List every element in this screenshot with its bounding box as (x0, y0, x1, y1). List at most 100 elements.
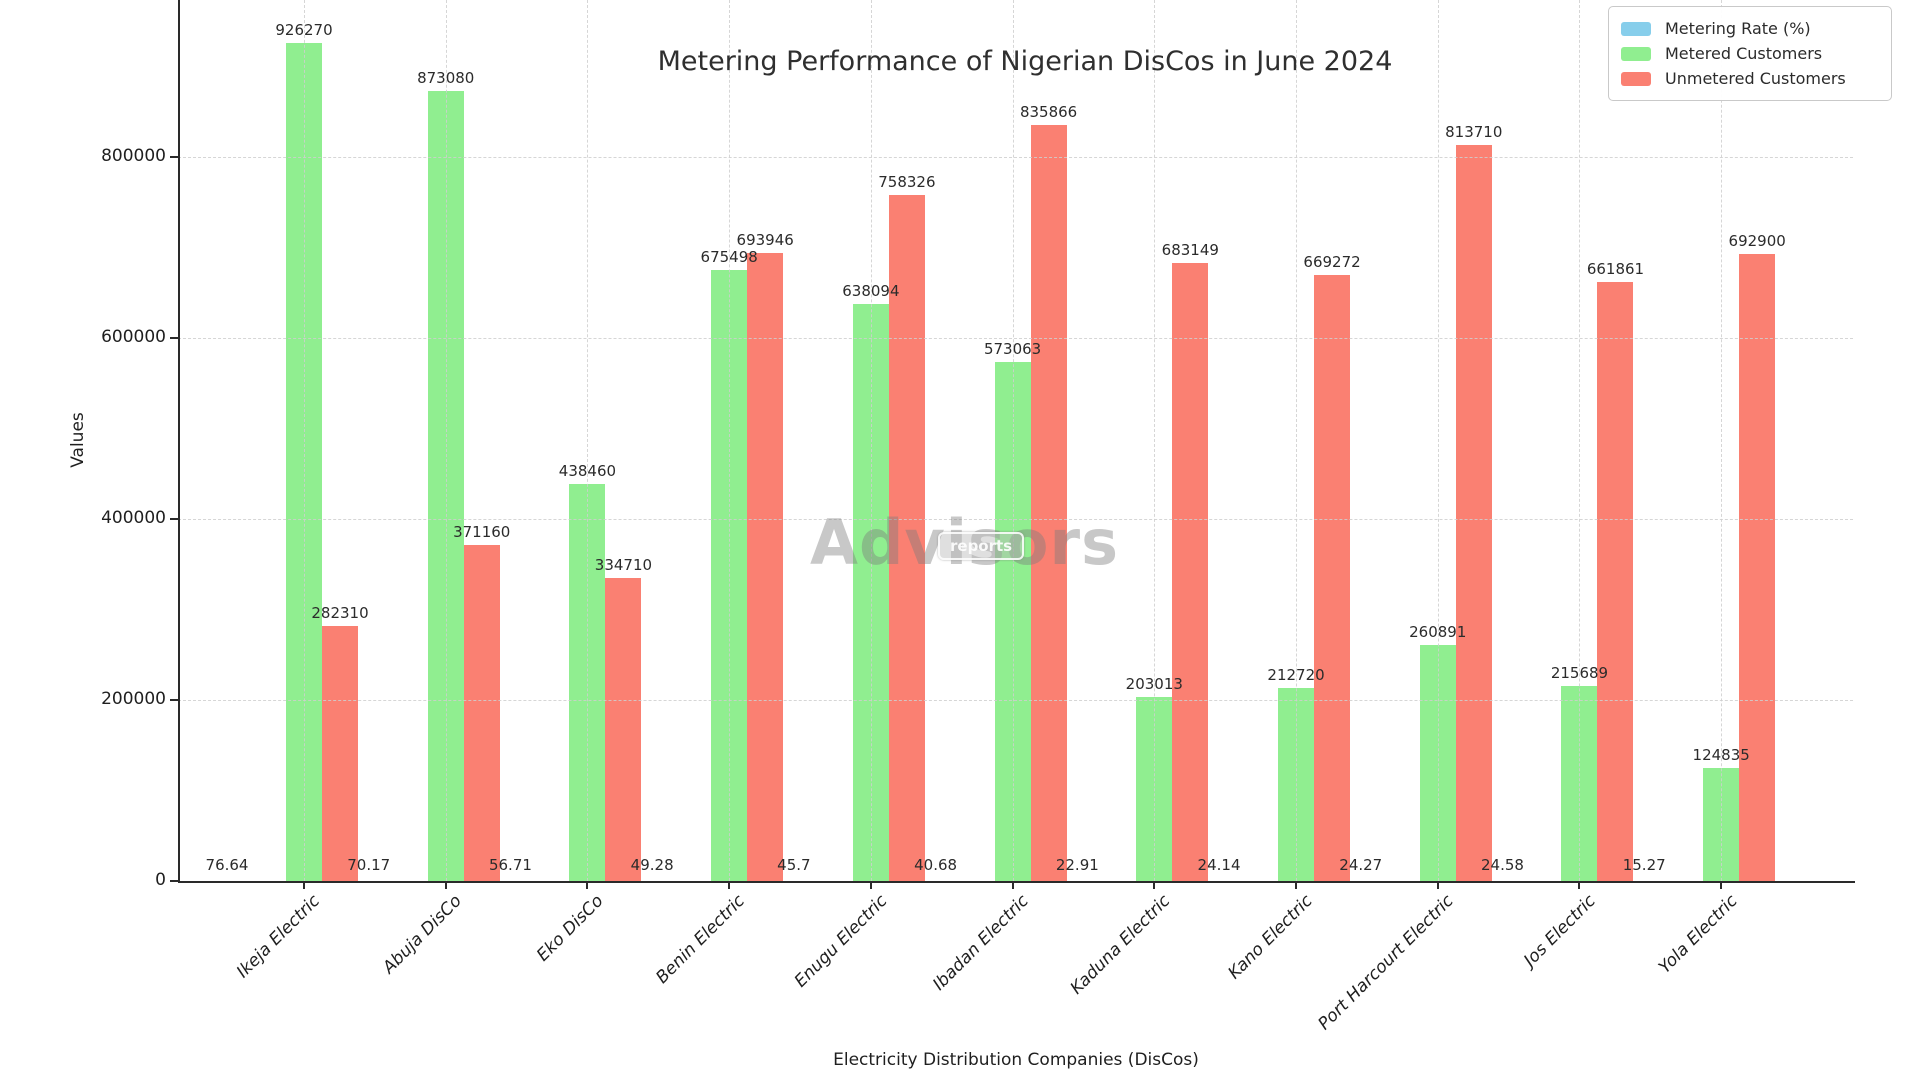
v-gridline (729, 0, 731, 881)
bar-value-label: 371160 (453, 523, 511, 542)
bar-value-label: 661861 (1586, 260, 1645, 279)
x-axis-spine (178, 881, 1855, 883)
legend-label: Metering Rate (%) (1665, 19, 1811, 38)
x-category-label: Eko DisCo (533, 891, 608, 966)
x-tick-mark (1436, 883, 1439, 889)
bar-unmetered-customers (322, 625, 358, 881)
v-gridline (587, 0, 589, 881)
bar-value-label: 203013 (1125, 675, 1183, 694)
metering-rate-label: 15.27 (1622, 856, 1666, 874)
h-gridline (178, 519, 1853, 520)
metering-rate-label: 49.28 (630, 856, 674, 874)
x-tick-mark (303, 883, 305, 889)
legend-swatch (1621, 21, 1651, 36)
bar-metering-rate (391, 880, 428, 881)
v-gridline (1437, 0, 1439, 881)
metering-rate-label: 70.17 (347, 856, 391, 874)
legend-swatch (1621, 71, 1651, 86)
metering-rate-label: 76.64 (205, 856, 249, 874)
bar-value-label: 124835 (1692, 746, 1750, 765)
x-tick-mark (1295, 883, 1298, 889)
metering-rate-label: 24.27 (1339, 856, 1383, 874)
bar-value-label: 873080 (417, 68, 475, 87)
legend-row: Metered Customers (1621, 41, 1879, 66)
bar-value-label: 683149 (1161, 240, 1219, 259)
x-tick-mark (728, 883, 731, 889)
v-gridline (1154, 0, 1156, 881)
bar-unmetered-customers (1172, 262, 1209, 881)
x-tick-mark (586, 883, 589, 889)
x-category-label: Kano Electric (1223, 891, 1317, 984)
x-category-label: Abuja DisCo (379, 891, 466, 978)
v-gridline (1012, 0, 1014, 881)
y-tick-label: 600000 (101, 327, 166, 347)
bar-unmetered-customers (1597, 282, 1634, 881)
bar-unmetered-customers (605, 578, 642, 881)
legend-label: Metered Customers (1665, 44, 1823, 63)
y-axis-title: Values (68, 412, 88, 468)
y-tick-mark (170, 337, 178, 339)
legend: Metering Rate (%) Metered Customers Unmete… (1608, 6, 1892, 101)
y-tick-label: 800000 (101, 146, 166, 166)
bar-value-label: 669272 (1303, 253, 1361, 272)
bar-metering-rate (1525, 880, 1562, 881)
bar-metering-rate (958, 880, 995, 881)
x-category-label: Kaduna Electric (1066, 891, 1175, 999)
bar-unmetered-customers (1030, 124, 1067, 881)
legend-label: Unmetered Customers (1665, 69, 1846, 88)
metering-rate-label: 45.7 (777, 856, 811, 874)
bar-metering-rate (533, 880, 570, 881)
bar-metering-rate (675, 880, 712, 881)
bar-metering-rate (1242, 880, 1279, 881)
bar-value-label: 692900 (1728, 231, 1786, 250)
v-gridline (1721, 0, 1723, 881)
x-category-label: Ikeja Electric (233, 891, 325, 983)
bar-value-label: 438460 (558, 462, 617, 481)
legend-swatch (1621, 46, 1651, 61)
bar-metering-rate (1100, 880, 1137, 881)
y-tick-mark (170, 880, 178, 882)
bar-value-label: 813710 (1445, 122, 1503, 141)
bar-value-label: 758326 (878, 172, 936, 191)
bar-value-label: 638094 (842, 281, 900, 300)
h-gridline (178, 338, 1853, 339)
chart-title: Metering Performance of Nigerian DisCos … (657, 46, 1393, 77)
bar-value-label: 282310 (311, 603, 369, 622)
bar-value-label: 573063 (983, 340, 1042, 359)
y-tick-mark (170, 699, 178, 701)
metering-rate-label: 24.14 (1197, 856, 1241, 874)
x-category-label: Yola Electric (1654, 891, 1742, 978)
bar-value-label: 693946 (736, 230, 794, 249)
bar-value-label: 334710 (594, 556, 653, 575)
x-tick-mark (1011, 883, 1014, 889)
metering-rate-label: 56.71 (488, 856, 532, 874)
bar-value-label: 675498 (700, 247, 758, 266)
bar-value-label: 926270 (275, 20, 333, 39)
bar-unmetered-customers (747, 252, 784, 881)
legend-row: Metering Rate (%) (1621, 16, 1879, 41)
bar-unmetered-customers (1314, 275, 1351, 881)
y-tick-mark (170, 156, 178, 158)
x-tick-mark (444, 883, 447, 889)
x-axis-title: Electricity Distribution Companies (DisC… (833, 1050, 1199, 1070)
bar-unmetered-customers (888, 194, 925, 881)
x-tick-mark (1720, 883, 1723, 889)
x-category-label: Benin Electric (652, 891, 750, 988)
h-gridline (178, 157, 1853, 158)
metering-rate-label: 24.58 (1480, 856, 1524, 874)
bar-metering-rate (816, 880, 853, 881)
v-gridline (304, 0, 305, 881)
legend-row: Unmetered Customers (1621, 66, 1879, 91)
v-gridline (870, 0, 872, 881)
bar-value-label: 835866 (1019, 102, 1078, 121)
bar-unmetered-customers (463, 545, 500, 881)
bar-value-label: 212720 (1267, 666, 1325, 685)
bar-unmetered-customers (1455, 144, 1492, 881)
bar-value-label: 215689 (1550, 663, 1609, 682)
v-gridline (445, 0, 447, 881)
y-tick-label: 200000 (101, 689, 166, 709)
x-category-label: Enugu Electric (790, 891, 892, 992)
bar-value-label: 260891 (1409, 622, 1467, 641)
y-tick-label: 0 (155, 870, 166, 890)
